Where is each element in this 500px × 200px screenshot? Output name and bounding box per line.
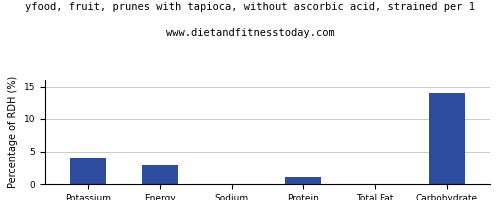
Text: yfood, fruit, prunes with tapioca, without ascorbic acid, strained per 1: yfood, fruit, prunes with tapioca, witho…: [25, 2, 475, 12]
Bar: [142, 164, 178, 184]
Text: www.dietandfitnesstoday.com: www.dietandfitnesstoday.com: [166, 28, 334, 38]
Bar: [429, 93, 465, 184]
Bar: [70, 158, 106, 184]
Bar: [286, 177, 322, 184]
Y-axis label: Percentage of RDH (%): Percentage of RDH (%): [8, 76, 18, 188]
